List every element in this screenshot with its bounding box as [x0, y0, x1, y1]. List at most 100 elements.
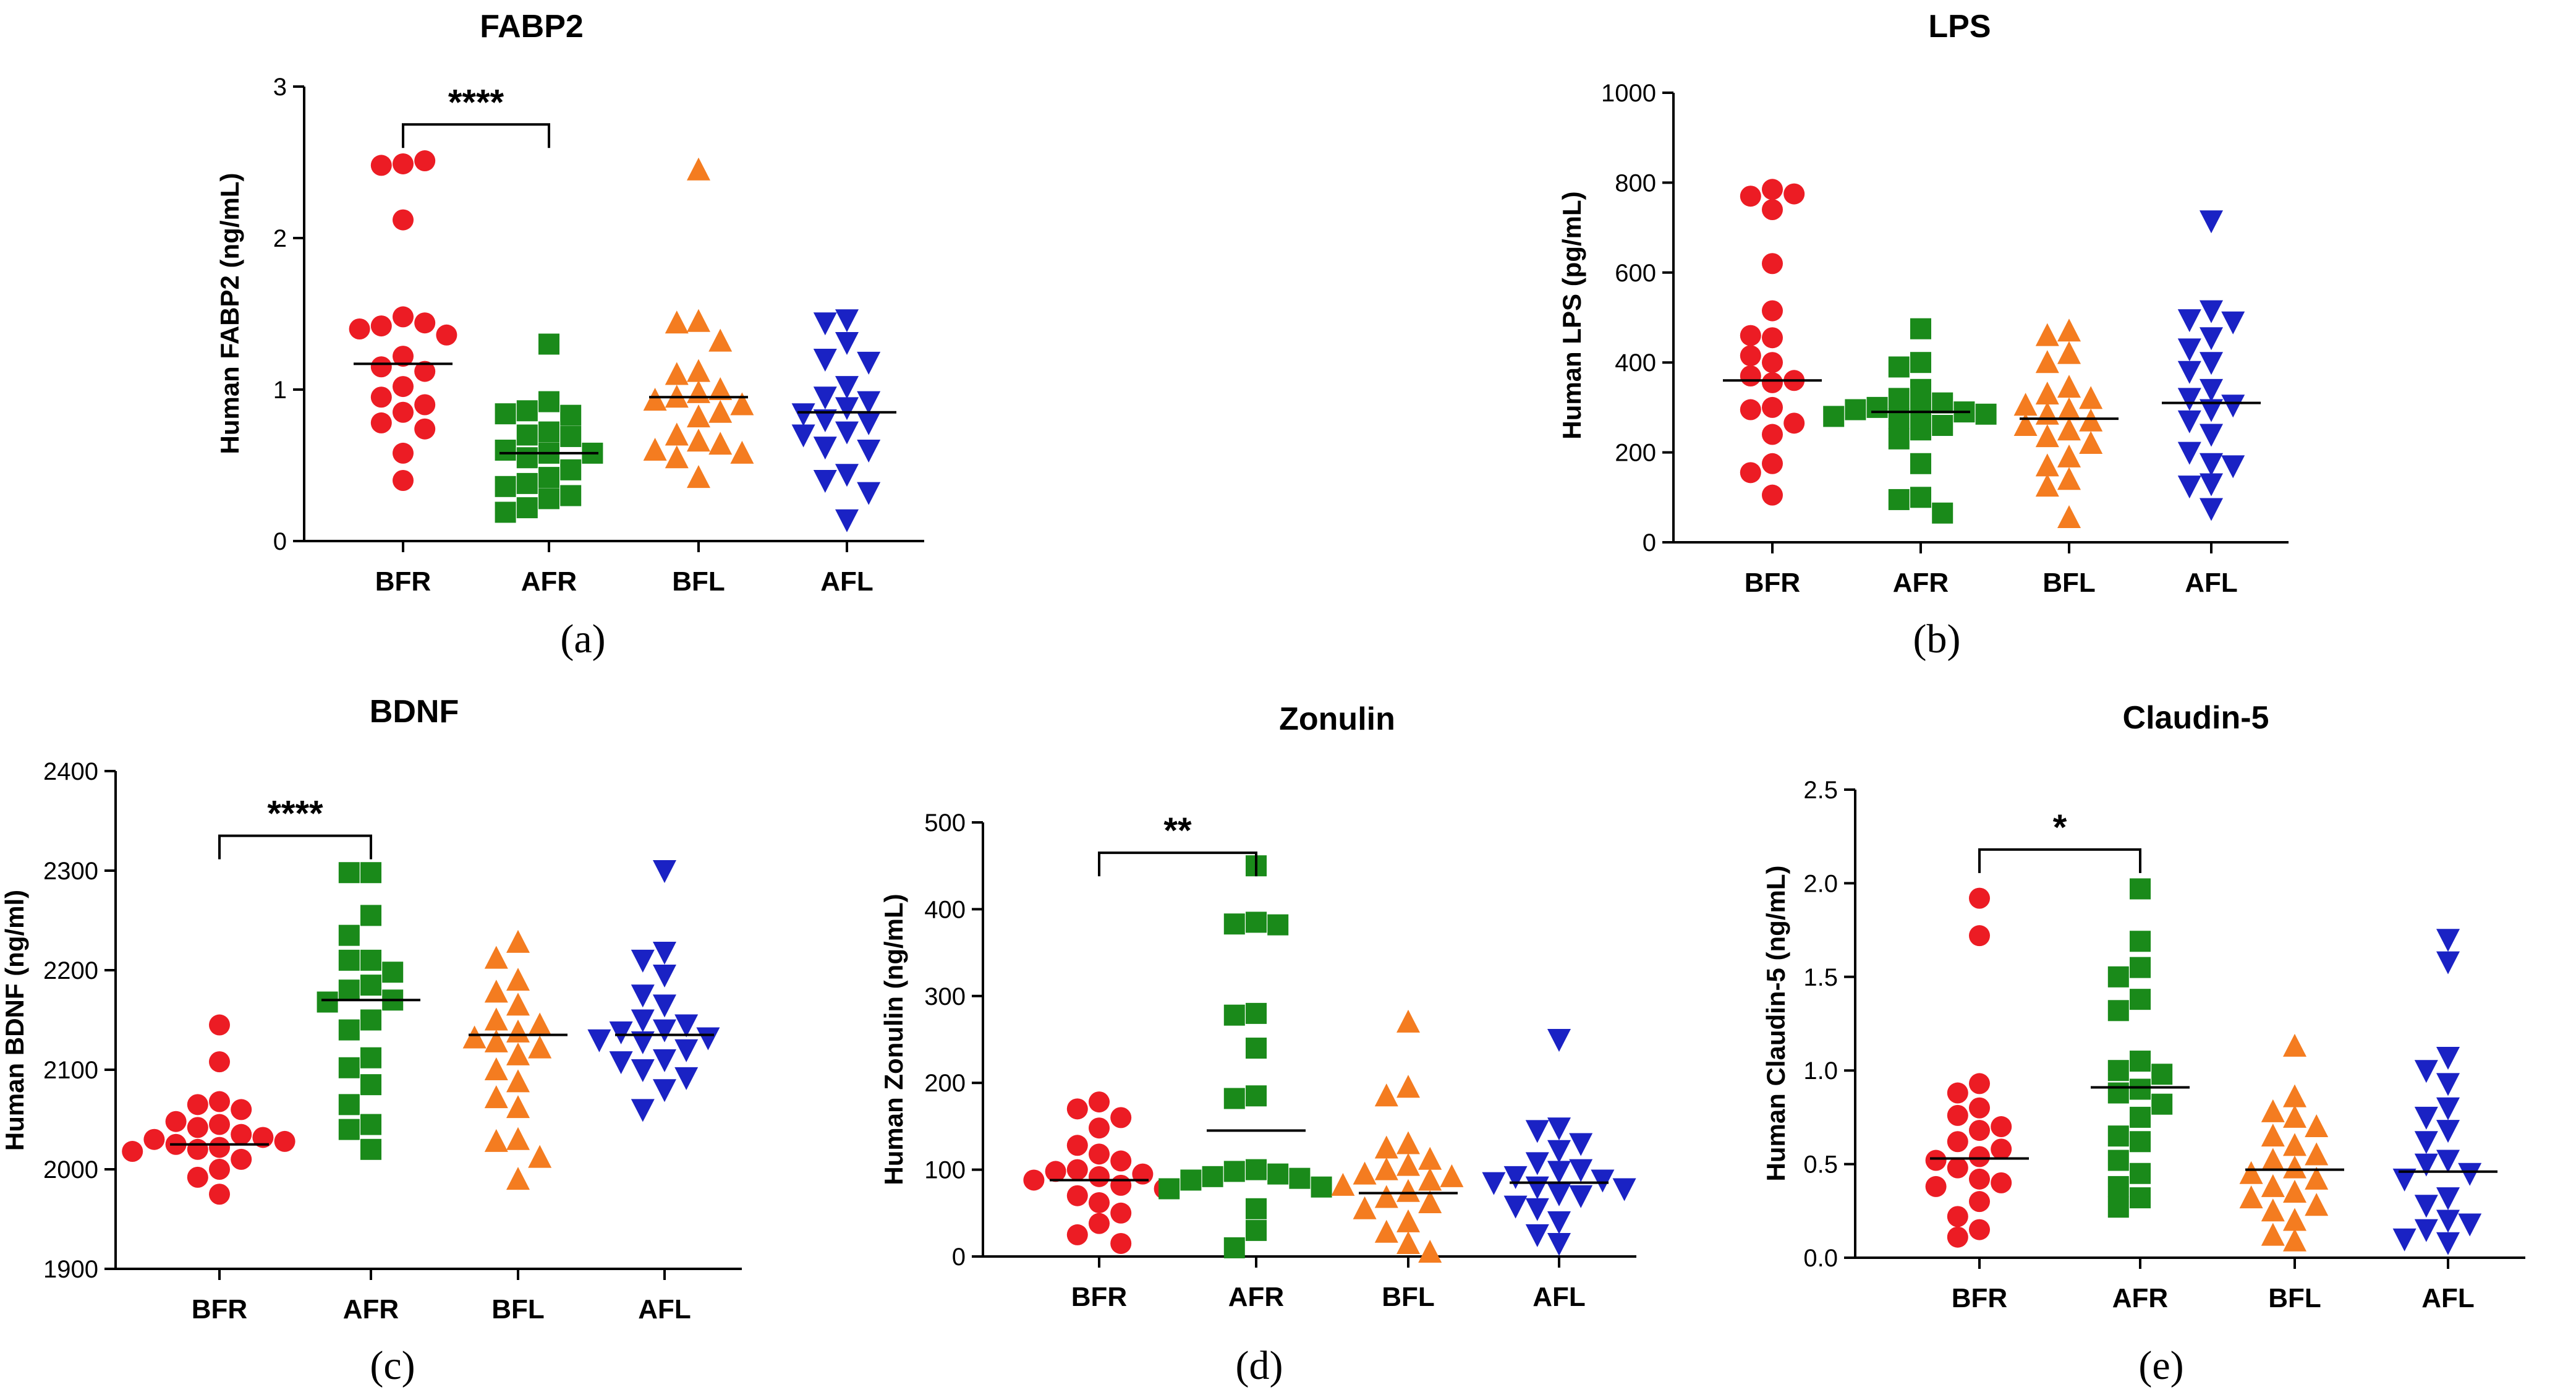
- data-point-afl: [631, 1009, 655, 1033]
- x-tick-label: BFL: [1382, 1282, 1435, 1312]
- data-point-afr: [516, 447, 538, 469]
- data-point-afl: [631, 1031, 655, 1054]
- data-point-afl: [1525, 1224, 1549, 1247]
- data-point-bfl: [484, 979, 508, 1003]
- data-point-bfr: [1969, 1219, 1990, 1240]
- x-tick-label: AFL: [820, 566, 874, 597]
- data-point-afl: [1569, 1159, 1593, 1182]
- data-point-afl: [791, 424, 815, 448]
- data-point-afr: [1246, 1198, 1267, 1219]
- data-point-afl: [1591, 1169, 1615, 1193]
- data-point-afl: [2458, 1162, 2482, 1186]
- data-point-bfl: [1396, 1179, 1420, 1202]
- data-point-afl: [2414, 1106, 2438, 1130]
- data-point-bfr: [1762, 327, 1783, 349]
- y-axis-label: Human Claudin-5 (ng/mL): [1761, 866, 1790, 1182]
- chart-title: BDNF: [370, 694, 459, 730]
- data-point-bfr: [209, 1051, 230, 1073]
- data-point-afl: [835, 509, 859, 532]
- data-point-afr: [560, 404, 582, 426]
- y-tick-label: 100: [924, 1157, 966, 1184]
- data-point-bfl: [2283, 1208, 2306, 1231]
- data-point-afl: [1503, 1195, 1528, 1219]
- data-point-bfr: [1991, 1172, 2012, 1193]
- data-point-bfr: [1066, 1224, 1088, 1245]
- data-point-afl: [1547, 1140, 1571, 1163]
- data-point-afr: [1180, 1169, 1202, 1191]
- data-point-afr: [1267, 1163, 1289, 1185]
- data-point-afr: [1888, 428, 1910, 450]
- data-point-bfl: [687, 359, 710, 382]
- data-point-bfl: [1418, 1190, 1442, 1213]
- data-point-afr: [338, 979, 360, 1001]
- data-point-afl: [835, 309, 859, 333]
- data-point-afl: [2200, 327, 2223, 351]
- data-point-bfr: [209, 1159, 230, 1180]
- data-point-afr: [1246, 1159, 1267, 1180]
- data-point-afr: [1975, 403, 1997, 425]
- x-tick-label: AFR: [1893, 568, 1949, 598]
- data-point-bfl: [484, 1128, 508, 1152]
- data-point-bfr: [1089, 1091, 1110, 1113]
- data-point-afl: [813, 349, 837, 372]
- data-point-bfl: [2079, 431, 2103, 454]
- data-point-afr: [1246, 911, 1267, 933]
- data-point-bfr: [1947, 1157, 1968, 1179]
- data-point-afl: [1547, 1211, 1571, 1234]
- data-point-bfl: [2035, 350, 2059, 373]
- data-point-bfr: [1132, 1163, 1154, 1185]
- data-point-afr: [560, 459, 582, 480]
- data-point-bfr: [393, 346, 414, 367]
- data-point-bfr: [370, 155, 392, 176]
- data-point-bfl: [506, 1069, 530, 1093]
- data-point-afr: [2130, 1187, 2151, 1209]
- x-tick-label: BFR: [192, 1294, 247, 1325]
- data-point-afr: [1267, 914, 1289, 936]
- data-point-afl: [587, 1029, 611, 1052]
- data-point-afl: [2414, 1131, 2438, 1154]
- data-point-bfl: [687, 465, 710, 488]
- data-point-afl: [835, 397, 859, 420]
- data-point-afl: [1569, 1133, 1593, 1156]
- data-point-bfl: [2283, 1180, 2306, 1203]
- data-point-bfr: [274, 1130, 295, 1152]
- data-point-afl: [2436, 1209, 2460, 1233]
- x-tick-label: AFL: [2421, 1283, 2475, 1313]
- data-point-afl: [1525, 1198, 1549, 1221]
- significance-label: ****: [448, 82, 504, 122]
- data-point-bfl: [687, 429, 710, 452]
- x-tick-label: BFR: [1071, 1282, 1127, 1312]
- data-point-afr: [1888, 388, 1910, 409]
- y-tick-label: 1: [273, 377, 287, 404]
- y-tick-label: 1.0: [1803, 1057, 1838, 1085]
- data-point-bfr: [393, 401, 414, 423]
- data-point-bfl: [687, 404, 710, 428]
- significance-label: *: [2053, 808, 2067, 848]
- data-point-afr: [1246, 1038, 1267, 1059]
- data-point-afl: [813, 386, 837, 410]
- data-point-bfl: [2013, 412, 2038, 436]
- data-point-bfr: [393, 153, 414, 174]
- data-point-bfl: [730, 440, 754, 464]
- data-point-bfl: [2057, 505, 2081, 529]
- data-point-afr: [2130, 1078, 2151, 1100]
- data-point-bfr: [1969, 887, 1990, 909]
- data-point-bfr: [1762, 179, 1783, 200]
- data-point-afl: [835, 421, 859, 445]
- data-point-afr: [1845, 399, 1866, 420]
- data-point-afl: [857, 351, 881, 375]
- data-point-bfl: [2283, 1155, 2306, 1179]
- data-point-bfr: [1969, 1146, 1990, 1167]
- data-point-bfl: [506, 1167, 530, 1190]
- data-point-afr: [2107, 1197, 2129, 1218]
- data-point-bfl: [1418, 1239, 1442, 1263]
- data-point-bfl: [687, 157, 710, 181]
- data-point-bfr: [1089, 1213, 1110, 1234]
- data-point-afr: [2107, 1175, 2129, 1197]
- data-point-bfl: [643, 388, 667, 411]
- data-point-afl: [2436, 929, 2460, 952]
- data-point-afr: [2107, 1125, 2129, 1147]
- data-point-bfr: [1110, 1150, 1132, 1172]
- data-point-bfl: [2305, 1193, 2329, 1216]
- y-tick-label: 400: [924, 896, 966, 923]
